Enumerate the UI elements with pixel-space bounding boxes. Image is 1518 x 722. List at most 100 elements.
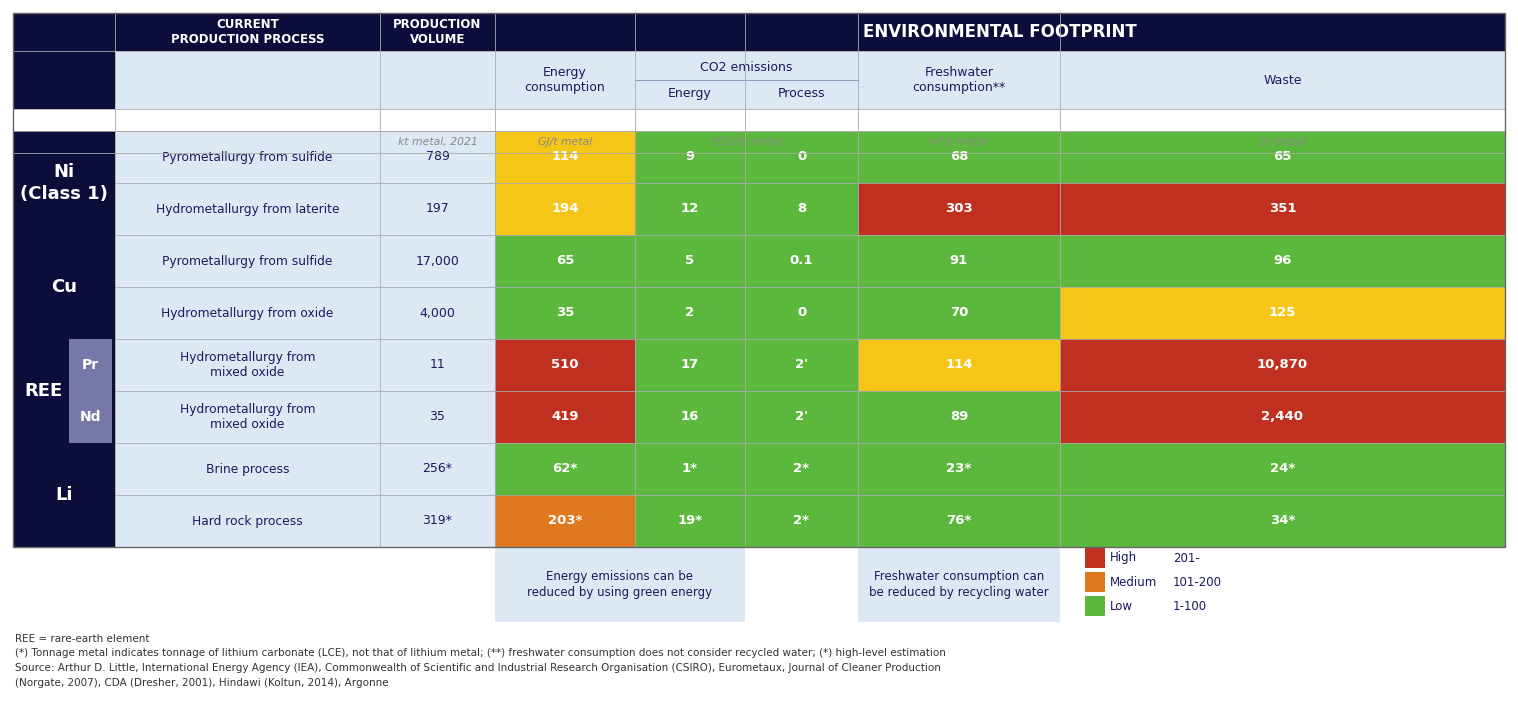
Text: 16: 16 bbox=[680, 411, 700, 424]
Text: CURRENT
PRODUCTION PROCESS: CURRENT PRODUCTION PROCESS bbox=[170, 18, 325, 46]
Bar bbox=[635, 183, 745, 235]
Text: Hydrometallurgy from oxide: Hydrometallurgy from oxide bbox=[161, 307, 334, 320]
Text: Pyrometallurgy from sulfide: Pyrometallurgy from sulfide bbox=[162, 150, 332, 163]
Bar bbox=[14, 131, 1504, 153]
Bar bbox=[1060, 495, 1504, 547]
Text: tCO2/t metal: tCO2/t metal bbox=[712, 137, 782, 147]
Bar bbox=[1060, 131, 1504, 183]
Bar bbox=[380, 495, 495, 547]
Bar bbox=[495, 547, 745, 622]
Text: 101-200: 101-200 bbox=[1173, 575, 1222, 588]
Text: 0: 0 bbox=[797, 307, 806, 320]
Bar bbox=[70, 391, 112, 443]
Text: 68: 68 bbox=[950, 150, 968, 163]
Text: 17: 17 bbox=[682, 359, 700, 372]
Text: 1-100: 1-100 bbox=[1173, 599, 1207, 612]
Bar bbox=[1060, 443, 1504, 495]
Text: 303: 303 bbox=[946, 202, 973, 215]
Bar bbox=[1060, 235, 1504, 287]
Bar bbox=[115, 339, 380, 391]
Bar bbox=[14, 443, 115, 547]
Bar bbox=[1060, 339, 1504, 391]
Bar bbox=[115, 495, 380, 547]
Text: 2*: 2* bbox=[794, 515, 809, 528]
Text: 0.1: 0.1 bbox=[789, 254, 814, 267]
Bar bbox=[858, 443, 1060, 495]
Text: 8: 8 bbox=[797, 202, 806, 215]
Bar bbox=[115, 131, 380, 183]
Text: Nd: Nd bbox=[80, 410, 102, 424]
Bar bbox=[115, 443, 380, 495]
Text: Energy emissions can be
reduced by using green energy: Energy emissions can be reduced by using… bbox=[527, 570, 712, 599]
Text: 114: 114 bbox=[946, 359, 973, 372]
Bar bbox=[745, 287, 858, 339]
Bar bbox=[1060, 183, 1504, 235]
Text: Energy
consumption: Energy consumption bbox=[525, 66, 606, 95]
Bar bbox=[115, 391, 380, 443]
Bar bbox=[115, 235, 380, 287]
Text: ENVIRONMENTAL FOOTPRINT: ENVIRONMENTAL FOOTPRINT bbox=[864, 23, 1137, 41]
Text: Waste: Waste bbox=[1263, 74, 1302, 87]
Bar bbox=[635, 443, 745, 495]
Bar bbox=[380, 443, 495, 495]
Text: 62*: 62* bbox=[553, 463, 578, 476]
Text: 34*: 34* bbox=[1271, 515, 1295, 528]
Text: Process: Process bbox=[777, 87, 826, 100]
Bar bbox=[635, 339, 745, 391]
Text: 9: 9 bbox=[686, 150, 695, 163]
Bar bbox=[745, 443, 858, 495]
Text: 76*: 76* bbox=[946, 515, 972, 528]
Text: 70: 70 bbox=[950, 307, 968, 320]
Text: 201-: 201- bbox=[1173, 552, 1199, 565]
Bar bbox=[745, 495, 858, 547]
Bar bbox=[858, 391, 1060, 443]
Bar bbox=[1085, 572, 1105, 592]
Text: 35: 35 bbox=[430, 411, 445, 424]
Text: kt metal, 2021: kt metal, 2021 bbox=[398, 137, 477, 147]
Bar bbox=[1085, 548, 1105, 568]
Bar bbox=[745, 391, 858, 443]
Text: 12: 12 bbox=[682, 202, 700, 215]
Text: 419: 419 bbox=[551, 411, 578, 424]
Text: 203*: 203* bbox=[548, 515, 583, 528]
Bar bbox=[495, 183, 635, 235]
Text: 351: 351 bbox=[1269, 202, 1296, 215]
Text: High: High bbox=[1110, 552, 1137, 565]
Text: 0: 0 bbox=[797, 150, 806, 163]
Bar bbox=[495, 339, 635, 391]
Text: 91: 91 bbox=[950, 254, 968, 267]
Text: Freshwater
consumption**: Freshwater consumption** bbox=[912, 66, 1005, 95]
Text: 2: 2 bbox=[686, 307, 695, 320]
Text: (Norgate, 2007), CDA (Dresher, 2001), Hindawi (Koltun, 2014), Argonne: (Norgate, 2007), CDA (Dresher, 2001), Hi… bbox=[15, 677, 389, 687]
Text: 256*: 256* bbox=[422, 463, 452, 476]
Text: 194: 194 bbox=[551, 202, 578, 215]
Bar bbox=[495, 287, 635, 339]
Bar bbox=[495, 495, 635, 547]
Text: Ni
(Class 1): Ni (Class 1) bbox=[20, 163, 108, 203]
Text: 35: 35 bbox=[556, 307, 574, 320]
Text: m³/t metal: m³/t metal bbox=[931, 137, 988, 147]
Bar bbox=[1085, 596, 1105, 616]
Text: Brine process: Brine process bbox=[206, 463, 290, 476]
Text: REE = rare-earth element: REE = rare-earth element bbox=[15, 634, 149, 644]
Bar bbox=[70, 339, 112, 391]
Bar bbox=[380, 391, 495, 443]
Text: Source: Arthur D. Little, International Energy Agency (IEA), Commonwealth of Sci: Source: Arthur D. Little, International … bbox=[15, 663, 941, 673]
Bar bbox=[115, 51, 1504, 109]
Bar bbox=[858, 547, 1060, 622]
Text: PRODUCTION
VOLUME: PRODUCTION VOLUME bbox=[393, 18, 481, 46]
Bar bbox=[495, 443, 635, 495]
Text: Pr: Pr bbox=[82, 358, 99, 372]
Text: Freshwater consumption can
be reduced by recycling water: Freshwater consumption can be reduced by… bbox=[870, 570, 1049, 599]
Bar bbox=[14, 131, 115, 235]
Text: CO2 emissions: CO2 emissions bbox=[700, 61, 792, 74]
Bar bbox=[1060, 391, 1504, 443]
Text: Pyrometallurgy from sulfide: Pyrometallurgy from sulfide bbox=[162, 254, 332, 267]
Text: 10,870: 10,870 bbox=[1257, 359, 1309, 372]
Bar bbox=[495, 131, 635, 183]
Bar bbox=[1060, 287, 1504, 339]
Bar bbox=[635, 131, 745, 183]
Text: Medium: Medium bbox=[1110, 575, 1157, 588]
Text: Cu: Cu bbox=[52, 278, 77, 296]
Bar bbox=[745, 235, 858, 287]
